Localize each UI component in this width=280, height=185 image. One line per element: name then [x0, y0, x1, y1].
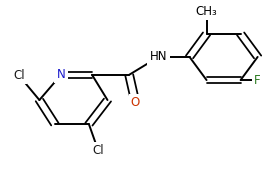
Text: Cl: Cl	[13, 69, 26, 82]
Text: CH₃: CH₃	[196, 5, 218, 18]
Text: O: O	[130, 96, 140, 109]
Text: F: F	[254, 74, 261, 87]
Text: N: N	[56, 68, 66, 81]
Text: Cl: Cl	[92, 144, 105, 157]
Text: O: O	[131, 96, 140, 109]
Text: F: F	[254, 74, 262, 87]
Text: HN: HN	[149, 51, 169, 63]
Text: CH₃: CH₃	[195, 5, 218, 18]
Text: HN: HN	[150, 51, 167, 63]
Text: N: N	[57, 68, 66, 81]
Text: Cl: Cl	[92, 144, 104, 157]
Text: Cl: Cl	[13, 69, 25, 82]
